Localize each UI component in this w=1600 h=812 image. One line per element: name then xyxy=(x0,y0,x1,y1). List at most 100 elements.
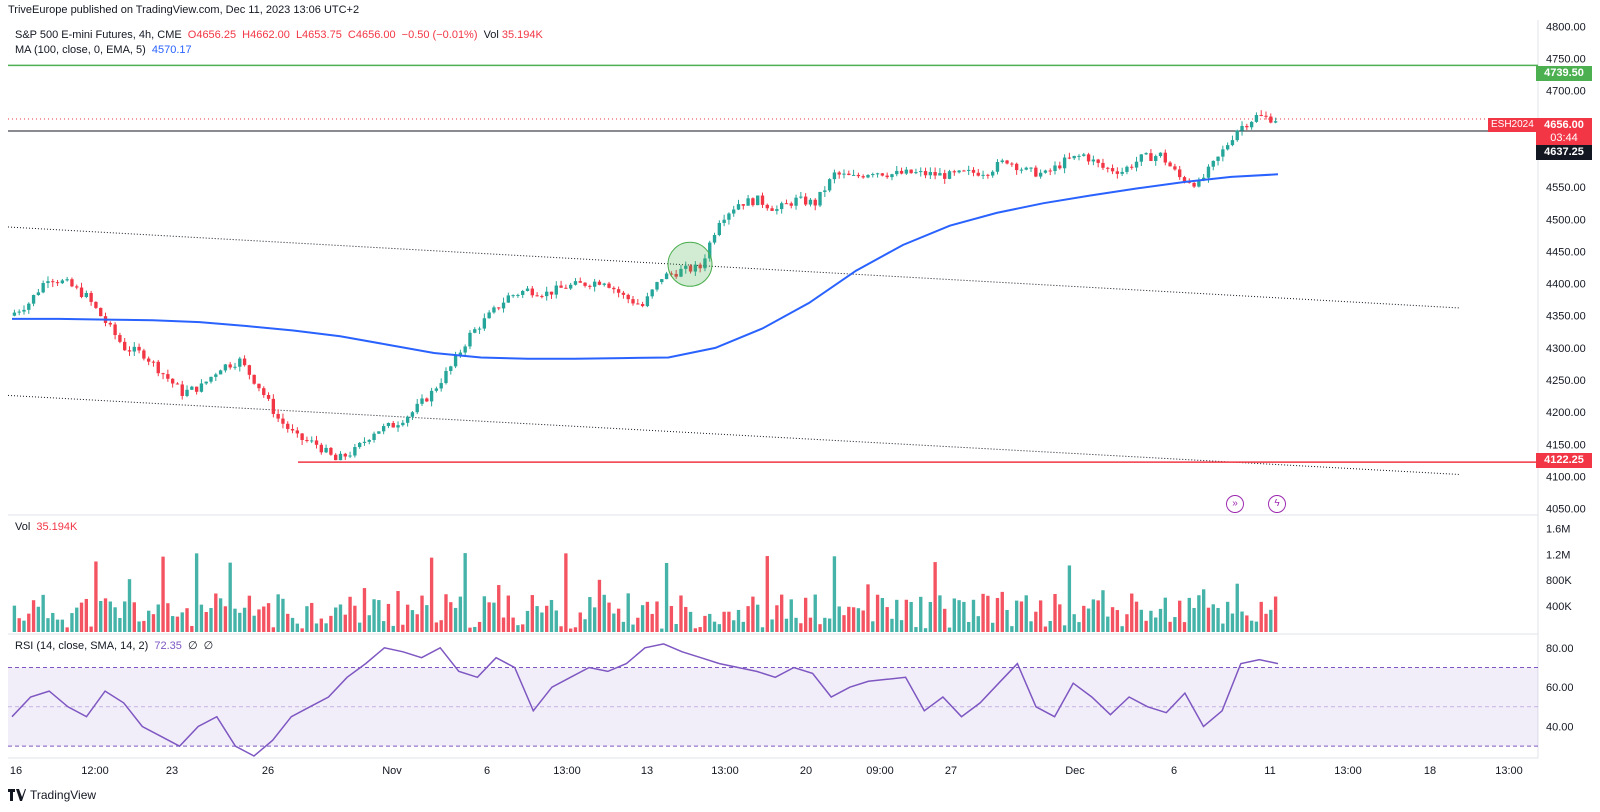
upper-trendline xyxy=(7,226,1461,309)
volume-bar xyxy=(439,620,443,632)
volume-bar xyxy=(1014,600,1019,632)
ma-legend[interactable]: MA (100, close, 0, EMA, 5) 4570.17 xyxy=(15,44,195,56)
volume-bar xyxy=(1072,614,1076,632)
volume-bar xyxy=(521,624,525,632)
volume-bar xyxy=(1115,610,1120,632)
volume-bar xyxy=(535,606,539,632)
volume-bar xyxy=(1082,605,1086,632)
candle-body xyxy=(137,346,141,351)
volume-bar xyxy=(137,621,141,632)
candle-body xyxy=(554,285,558,295)
volume-bar xyxy=(684,606,688,632)
price-tick-label: 4800.00 xyxy=(1546,21,1586,33)
volume-bar xyxy=(827,618,832,632)
time-tick-label: 27 xyxy=(945,765,957,777)
volume-bar xyxy=(1005,609,1009,632)
time-tick-label: 16 xyxy=(10,765,22,777)
volume-bar xyxy=(99,600,103,632)
candle-body xyxy=(194,386,199,392)
volume-bar xyxy=(1134,601,1139,632)
volume-bar xyxy=(612,613,616,632)
candle-body xyxy=(199,383,204,392)
candle-body xyxy=(904,169,909,174)
replay-icon[interactable]: » xyxy=(1226,495,1244,513)
volume-bar xyxy=(271,627,276,632)
volume-bar xyxy=(592,607,597,632)
candle-body xyxy=(372,433,376,440)
breakout-highlight-circle xyxy=(667,241,713,287)
candle-body xyxy=(564,287,568,289)
volume-bar xyxy=(156,604,160,632)
time-tick-label: 20 xyxy=(800,765,812,777)
volume-bar xyxy=(1010,626,1014,632)
volume-bar xyxy=(180,612,184,632)
volume-bar xyxy=(295,623,300,632)
volume-tick-label: 400K xyxy=(1546,601,1572,613)
volume-bar xyxy=(779,594,784,632)
candle-body xyxy=(995,161,1000,172)
candle-body xyxy=(511,295,515,297)
volume-bar xyxy=(108,601,112,632)
volume-bar xyxy=(204,611,208,632)
rsi-tick-label: 80.00 xyxy=(1546,643,1574,655)
volume-bar xyxy=(803,597,808,632)
candle-body xyxy=(132,346,136,352)
candle-body xyxy=(305,440,309,442)
volume-bar xyxy=(51,612,55,632)
alert-bolt-icon[interactable]: ϟ xyxy=(1268,495,1286,513)
volume-bar xyxy=(746,606,750,632)
volume-bar xyxy=(501,617,506,632)
candle-body xyxy=(1158,152,1163,157)
volume-bar xyxy=(904,599,909,632)
volume-bar xyxy=(559,626,563,632)
volume-bar xyxy=(132,602,136,632)
volume-bar xyxy=(981,593,985,632)
candle-body xyxy=(1005,160,1009,164)
candle-body xyxy=(242,358,247,366)
volume-bar xyxy=(602,594,606,632)
volume-legend[interactable]: Vol 35.194K xyxy=(15,521,80,533)
rsi-tick-label: 40.00 xyxy=(1546,722,1574,734)
volume-bar xyxy=(338,604,343,632)
candle-body xyxy=(909,169,913,174)
candle-body xyxy=(602,283,606,285)
candle-body xyxy=(540,296,544,298)
volume-bar xyxy=(914,627,918,632)
candle-body xyxy=(525,288,530,291)
candle-body xyxy=(890,174,894,178)
change-value: −0.50 (−0.01%) xyxy=(401,29,478,41)
volume-bar xyxy=(492,602,496,632)
candle-body xyxy=(688,265,693,272)
volume-tick-label: 1.2M xyxy=(1546,549,1570,561)
candle-body xyxy=(861,176,865,178)
candle-body xyxy=(1259,115,1263,117)
candle-body xyxy=(22,309,26,312)
time-tick-label: 09:00 xyxy=(866,765,894,777)
volume-bar xyxy=(348,596,352,632)
candle-body xyxy=(660,279,664,283)
candle-body xyxy=(439,383,443,389)
candle-body xyxy=(631,299,635,304)
candle-body xyxy=(919,171,923,173)
volume-bar xyxy=(377,600,381,632)
volume-bar xyxy=(415,614,419,632)
candle-body xyxy=(1062,157,1067,169)
volume-bar xyxy=(1086,608,1091,632)
candle-body xyxy=(1091,159,1096,162)
candle-body xyxy=(650,289,654,297)
volume-bar xyxy=(1201,589,1206,632)
volume-bar xyxy=(1187,597,1191,632)
candle-body xyxy=(1178,169,1182,178)
candle-body xyxy=(401,422,405,426)
volume-bar xyxy=(118,617,122,632)
candle-body xyxy=(1038,172,1043,177)
volume-bar xyxy=(41,594,45,632)
candle-body xyxy=(497,307,501,309)
candle-body xyxy=(1134,161,1139,168)
open-value: O4656.25 xyxy=(187,29,237,41)
symbol-name[interactable]: S&P 500 E-mini Futures, 4h, CME xyxy=(15,29,182,41)
rsi-legend[interactable]: RSI (14, close, SMA, 14, 2) 72.35 ∅ ∅ xyxy=(15,639,216,652)
candle-body xyxy=(1182,177,1187,182)
candle-body xyxy=(616,289,621,293)
